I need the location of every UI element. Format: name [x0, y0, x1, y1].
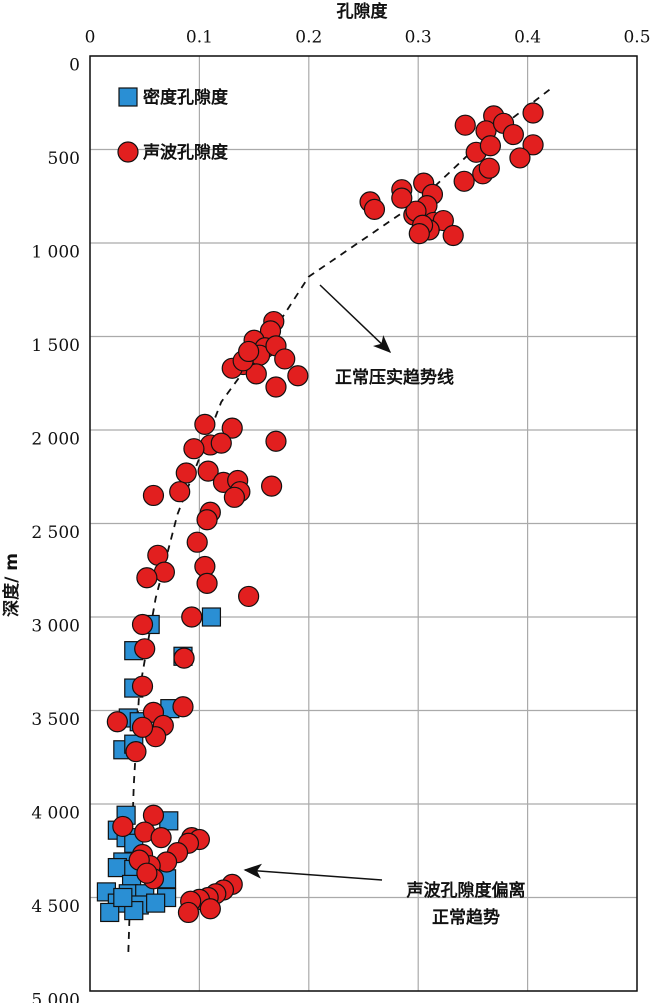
circle-point [238, 585, 260, 608]
circle-point [522, 134, 544, 156]
y-tick-label: 2 500 [31, 523, 80, 543]
y-tick-label: 2 000 [31, 430, 80, 450]
circle-point [391, 187, 413, 209]
plot-frame [89, 55, 638, 992]
circle-point [502, 123, 524, 146]
circle-point [181, 606, 203, 628]
circle-point [210, 432, 232, 454]
circle-point [183, 438, 205, 460]
circle-point [175, 462, 197, 484]
annotation: 正常压实趋势线 [335, 367, 454, 388]
circle-point [265, 376, 287, 398]
circle-point [136, 862, 158, 884]
circle-point [197, 460, 219, 482]
x-tick-label: 0.1 [186, 28, 213, 48]
square-point [113, 887, 133, 908]
y-tick-label: 3 000 [31, 617, 80, 637]
circle-point [265, 430, 287, 452]
circle-point [442, 224, 464, 247]
circle-point [169, 481, 191, 503]
y-tick-label: 5 000 [31, 991, 80, 1004]
annotation: 声波孔隙度偏离 [406, 880, 526, 901]
square-point [107, 857, 127, 878]
circle-point [245, 363, 267, 385]
x-tick-label: 0.3 [405, 28, 432, 48]
circle-point [142, 804, 165, 826]
circle-point [186, 531, 208, 553]
x-tick-label: 0.2 [295, 28, 322, 48]
circle-point [274, 348, 296, 370]
y-tick-label: 1 500 [31, 336, 80, 356]
circle-point [125, 741, 147, 763]
y-tick-label: 0 [69, 56, 80, 76]
circle-point [238, 340, 260, 363]
annotation: 正常趋势 [432, 907, 500, 928]
x-tick-label: 0 [85, 28, 96, 48]
circle-point [131, 613, 154, 636]
circle-point [199, 898, 221, 920]
x-axis-title: 孔隙度 [337, 1, 389, 22]
legend-marker [117, 141, 139, 163]
circle-point [454, 114, 476, 136]
y-tick-label: 3 500 [31, 710, 80, 730]
circle-point [478, 157, 500, 179]
circle-point [172, 696, 194, 718]
circle-point [363, 198, 386, 220]
circle-point [221, 417, 243, 439]
circle-point [196, 572, 218, 594]
square-point [146, 893, 166, 913]
circle-point [131, 675, 154, 697]
y-axis-title: 深度/ m [1, 553, 22, 617]
circle-point [196, 509, 218, 531]
circle-point [131, 716, 154, 738]
circle-point [408, 223, 430, 245]
legend-label: 声波孔隙度 [142, 142, 229, 163]
y-tick-label: 500 [48, 149, 80, 169]
legend-marker [118, 87, 138, 107]
grid [89, 55, 638, 992]
legend-label: 密度孔隙度 [143, 87, 229, 108]
circle-point [177, 901, 200, 924]
trend-line [127, 88, 551, 954]
circle-point [106, 711, 128, 733]
square-point [201, 607, 222, 627]
y-tick-label: 4 000 [31, 804, 80, 824]
circle-point [194, 413, 216, 435]
circle-point [134, 638, 156, 660]
circle-point [287, 365, 309, 387]
x-tick-label: 0.5 [623, 28, 650, 48]
y-tick-label: 4 500 [31, 897, 80, 917]
annotation-arrow [319, 284, 392, 354]
circle-point [479, 135, 502, 157]
circle-point [173, 647, 195, 669]
annotation-arrow [243, 863, 383, 881]
circle-point [261, 475, 283, 497]
square-point [100, 902, 120, 923]
circle-point [522, 102, 544, 124]
x-tick-label: 0.4 [514, 28, 541, 48]
circle-point [509, 147, 531, 169]
y-tick-label: 1 000 [31, 243, 80, 263]
circle-point [223, 486, 246, 508]
circle-point [150, 827, 172, 849]
circle-point [453, 170, 475, 192]
circle-point [112, 815, 134, 838]
circle-point [136, 567, 158, 589]
circle-point [142, 484, 165, 507]
